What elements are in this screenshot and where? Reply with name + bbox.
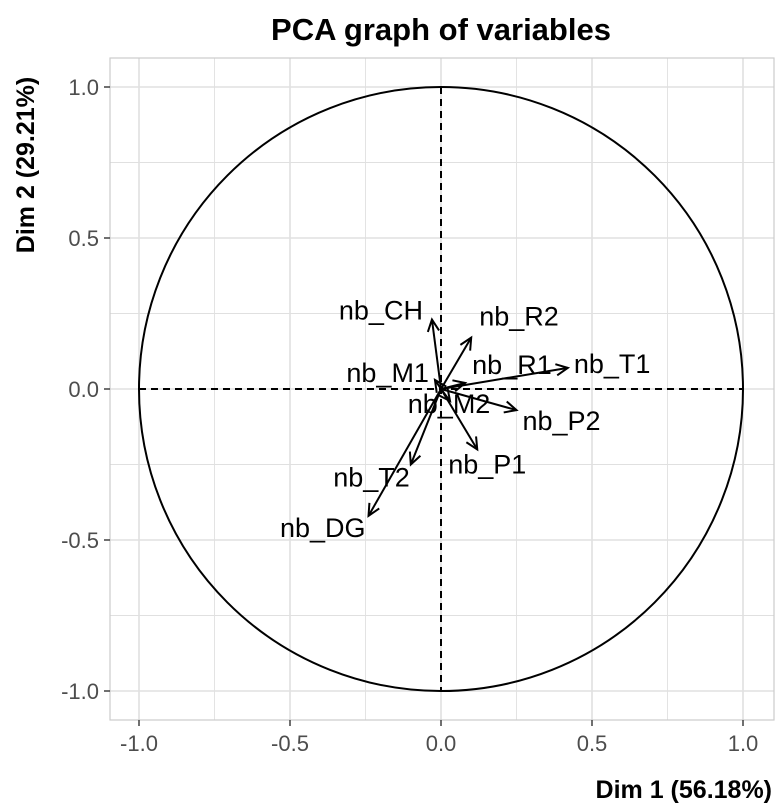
variable-arrow-nb-p1 — [440, 388, 479, 452]
y-axis-title: Dim 2 (29.21%) — [12, 77, 40, 253]
variable-label: nb_M2 — [408, 389, 491, 419]
arrow-head — [465, 436, 479, 452]
chart-title: PCA graph of variables — [271, 12, 611, 47]
arrow-head — [433, 378, 447, 393]
y-tick-label: 0.0 — [68, 377, 99, 402]
arrow-head — [367, 502, 380, 518]
variable-arrows — [367, 317, 571, 518]
arrow-shaft — [367, 388, 442, 517]
arrow-shaft — [440, 337, 473, 390]
arrow-head — [438, 388, 452, 403]
x-tick-label: 0.0 — [426, 731, 457, 756]
arrow-shaft — [440, 388, 517, 412]
x-tick-label: 1.0 — [728, 731, 759, 756]
arrow-shaft — [430, 319, 442, 390]
x-tick-label: -0.5 — [271, 731, 309, 756]
arrow-head — [459, 335, 473, 351]
variable-arrow-nb-ch — [426, 317, 442, 390]
arrow-shaft — [440, 388, 479, 450]
variable-arrow-nb-dg — [367, 388, 442, 518]
arrow-head — [555, 363, 571, 377]
y-tick-label: 0.5 — [68, 226, 99, 251]
arrow-head — [408, 451, 422, 467]
variable-label: nb_P2 — [523, 406, 601, 436]
x-axis-title: Dim 1 (56.18%) — [596, 776, 772, 804]
variable-arrow-nb-t2 — [408, 388, 442, 467]
arrow-head — [503, 400, 519, 414]
variable-label: nb_R2 — [479, 302, 559, 332]
x-tick-label: 0.5 — [577, 731, 608, 756]
variable-label: nb_CH — [339, 296, 423, 326]
arrow-shaft — [409, 388, 442, 465]
variable-arrow-nb-r2 — [440, 335, 473, 390]
arrow-shaft — [440, 366, 569, 390]
variable-labels: nb_CH nb_R2 nb_M1 nb_R1 nb_T1 nb_M2 nb_P2 nb_P1… — [280, 296, 650, 543]
arrow-head — [426, 317, 440, 333]
variable-label: nb_T2 — [333, 463, 410, 493]
arrow-head — [452, 379, 468, 393]
variable-label: nb_M1 — [346, 358, 429, 388]
variable-label: nb_P1 — [448, 449, 526, 479]
variable-label: nb_R1 — [472, 350, 552, 380]
variable-arrow-nb-p2 — [440, 388, 519, 414]
variable-label: nb_T1 — [574, 349, 651, 379]
variable-label: nb_DG — [280, 513, 366, 543]
y-tick-label: -0.5 — [61, 528, 99, 553]
y-tick-label: 1.0 — [68, 75, 99, 100]
x-tick-label: -1.0 — [120, 731, 158, 756]
axis-ticks: -1.0 -0.5 0.0 0.5 1.0 -1.0 -0.5 0.0 0.5 1.0 — [61, 75, 758, 756]
correlation-circle — [138, 86, 744, 692]
variable-arrow-nb-t1 — [440, 363, 571, 390]
y-tick-label: -1.0 — [61, 679, 99, 704]
variable-arrow-nb-m1 — [433, 378, 447, 393]
